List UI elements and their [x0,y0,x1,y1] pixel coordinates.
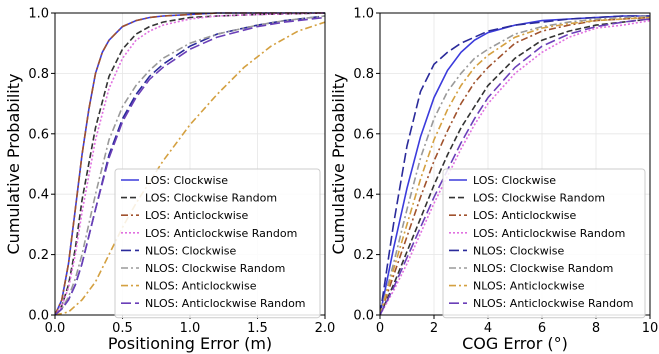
legend: LOS: Clockwise LOS: Clockwise Random LOS: … [442,168,646,319]
y-tick-label: 0.0 [28,309,49,324]
series-line-3 [55,12,325,315]
y-tick-label: 0.0 [353,309,374,324]
series-line-5 [380,15,650,315]
series-group [55,12,325,315]
legend-entry: LOS: Anticlockwise Random [145,227,297,240]
legend-entry: NLOS: Anticlockwise [145,280,257,293]
legend-box [114,168,321,319]
y-tick-label: 0.6 [353,127,374,142]
series-line-8 [55,16,325,315]
x-tick-label: 10 [642,321,659,336]
x-tick-label: 1.0 [180,321,201,336]
series-line-7 [380,16,650,315]
x-tick-label: 2.0 [315,321,336,336]
series-line-2 [55,12,325,315]
x-tick-label: 2 [430,321,438,336]
y-tick-label: 0.4 [353,188,374,203]
y-tick-label: 0.4 [28,188,49,203]
legend-entry: LOS: Clockwise [145,174,228,187]
x-axis-label: Positioning Error (m) [108,334,272,353]
legend-entry: NLOS: Anticlockwise Random [145,297,306,310]
y-tick-label: 0.8 [28,67,49,82]
legend-entry: NLOS: Anticlockwise [473,280,585,293]
y-tick-label: 0.2 [28,248,49,263]
x-tick-label: 6 [538,321,546,336]
x-tick-label: 8 [592,321,600,336]
series-line-4 [380,19,650,315]
legend-entry: NLOS: Clockwise [473,244,564,257]
legend: LOS: Clockwise LOS: Clockwise Random LOS: … [114,168,321,319]
x-tick-label: 0.0 [45,321,66,336]
legend-entry: LOS: Anticlockwise Random [473,227,625,240]
series-line-4 [55,12,325,315]
y-axis-label: Cumulative Probability [329,74,348,255]
chart-right: 0 2 4 6 8 10 0.0 0.2 0.4 0.6 0.8 1.0 COG Error (°) Cu… [329,7,658,354]
chart-left: 0.0 0.5 1.0 1.5 2.00.00.20.40.60.81.0Positio… [4,7,335,354]
series-line-3 [380,16,650,315]
series-line-6 [55,15,325,315]
series-group [380,15,650,315]
y-tick-label: 0.6 [28,127,49,142]
y-tick-label: 0.2 [353,248,374,263]
x-tick-label: 1.5 [247,321,268,336]
x-axis-label: COG Error (°) [462,334,568,353]
x-tick-label: 4 [484,321,492,336]
y-tick-label: 1.0 [28,7,49,22]
legend-entry: LOS: Anticlockwise [473,209,576,222]
y-tick-label: 0.8 [353,67,374,82]
series-line-6 [380,15,650,315]
x-tick-label: 0.5 [112,321,133,336]
legend-entry: NLOS: Anticlockwise Random [473,297,634,310]
series-line-8 [380,18,650,315]
legend-entry: LOS: Clockwise [473,174,556,187]
y-tick-label: 1.0 [353,7,374,22]
legend-entry: NLOS: Clockwise [145,244,236,257]
legend-entry: NLOS: Clockwise Random [473,262,613,275]
legend-box [442,168,646,319]
legend-entry: LOS: Clockwise Random [473,192,605,205]
legend-entry: LOS: Anticlockwise [145,209,248,222]
y-axis-label: Cumulative Probability [4,74,23,255]
legend-entry: NLOS: Clockwise Random [145,262,285,275]
series-line-2 [380,18,650,315]
x-tick-label: 0 [376,321,384,336]
legend-entry: LOS: Clockwise Random [145,192,277,205]
